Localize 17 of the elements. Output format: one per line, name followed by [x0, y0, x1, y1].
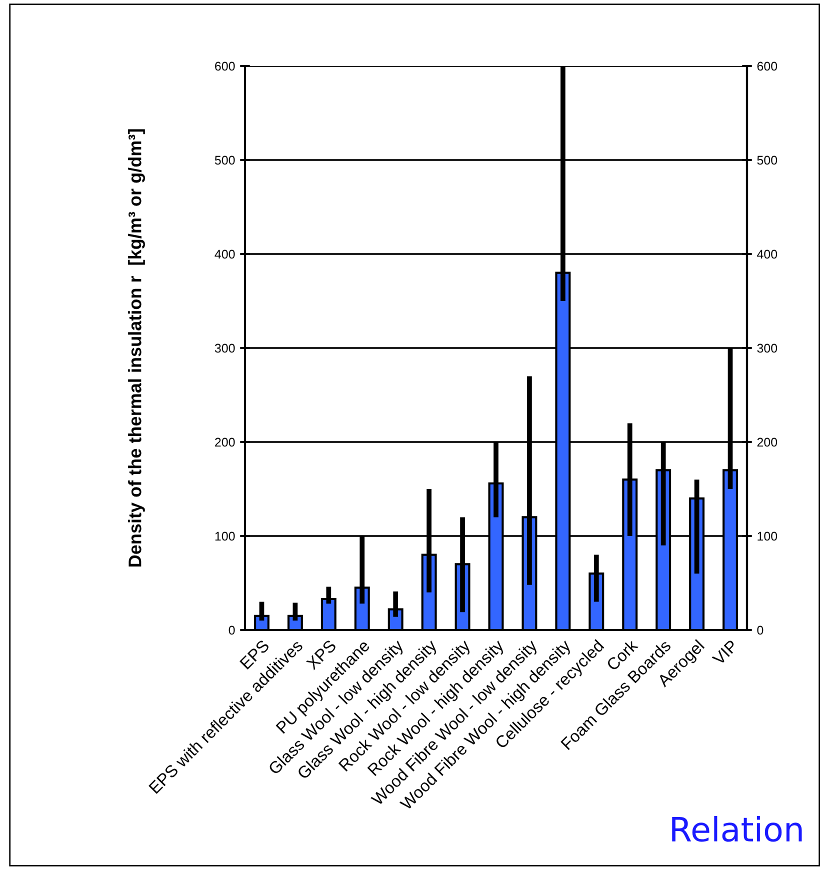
y-tick-label: 500: [214, 156, 235, 165]
y-tick-label: 100: [215, 532, 235, 541]
y2-tick-label: 600: [757, 62, 778, 71]
text: Relation: [672, 816, 802, 842]
y-tick-label: 400: [214, 250, 235, 259]
y-tick-label: 600: [215, 62, 235, 71]
y-tick-label: 0: [228, 626, 235, 635]
y2-tick-label: 500: [757, 156, 778, 165]
y2-tick-label: 200: [757, 438, 778, 447]
y2-tick-label: 0: [757, 626, 764, 635]
y-axis-title: Density of the thermal insulation r [kg/m³ or g/dm³]: [128, 129, 145, 566]
y-tick-label: 200: [215, 438, 235, 447]
y-tick-label: 300: [214, 344, 235, 353]
y2-tick-label: 300: [757, 344, 778, 353]
y2-tick-label: 400: [757, 250, 778, 259]
y2-tick-label: 100: [758, 532, 778, 541]
x-tick-label: VIP: [712, 639, 738, 666]
